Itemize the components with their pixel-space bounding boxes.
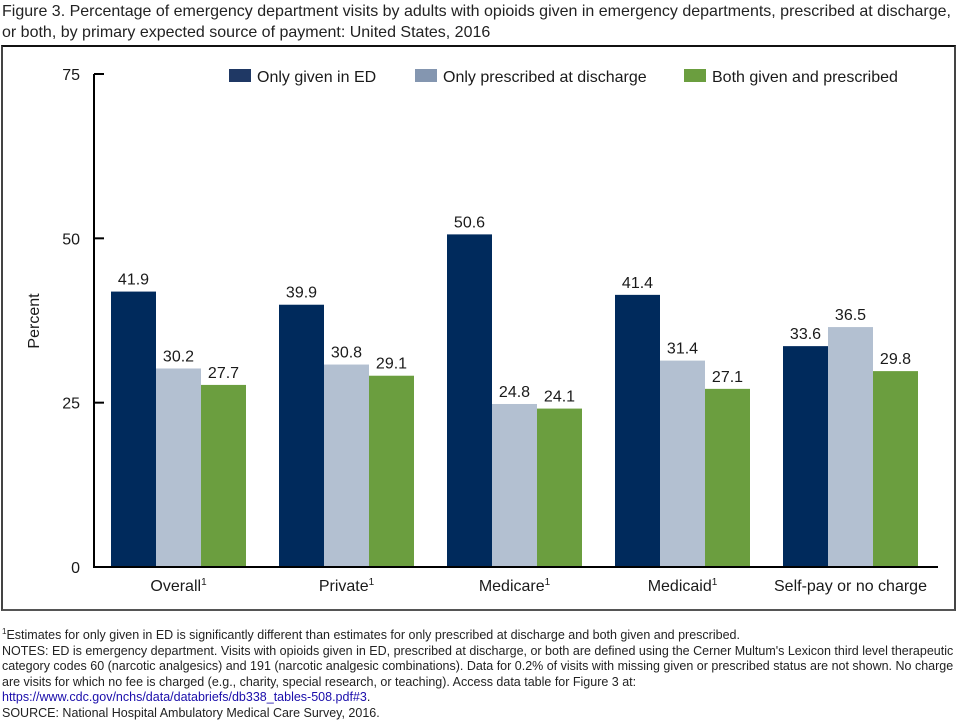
legend-swatch	[684, 69, 706, 82]
legend: Only given in ED Only prescribed at disch…	[229, 69, 898, 86]
legend-label: Both given and prescribed	[712, 69, 898, 86]
data-label: 30.8	[331, 345, 362, 362]
x-tick-label: Overall1	[150, 577, 207, 595]
footnotes: 1Estimates for only given in ED is signi…	[2, 624, 958, 721]
bar	[111, 291, 156, 566]
bar	[660, 360, 705, 566]
bars	[111, 234, 918, 566]
bar	[705, 388, 750, 566]
bar	[828, 327, 873, 566]
figure-title: Figure 3. Percentage of emergency depart…	[2, 3, 951, 41]
bar	[783, 346, 828, 566]
y-tick-label: 25	[62, 396, 80, 413]
legend-swatch	[229, 69, 251, 82]
bar	[492, 403, 537, 566]
data-label: 27.1	[712, 369, 743, 386]
chart-frame	[1, 45, 956, 611]
y-tick-label: 0	[71, 560, 80, 577]
footnote-1: 1Estimates for only given in ED is signi…	[2, 624, 958, 644]
data-label: 29.8	[880, 351, 911, 368]
data-label: 27.7	[208, 365, 239, 382]
data-label: 33.6	[790, 326, 821, 343]
legend-label: Only prescribed at discharge	[443, 69, 647, 86]
data-labels: 41.9 30.2 27.7 39.9 30.8 29.1 50.6 24.8 24.1 41.4…	[118, 214, 911, 405]
bar	[324, 364, 369, 566]
bar	[201, 384, 246, 566]
bar	[615, 294, 660, 566]
x-tick-label: Medicaid1	[648, 577, 718, 595]
bar	[279, 304, 324, 566]
data-table-link[interactable]: https://www.cdc.gov/nchs/data/databriefs…	[2, 690, 367, 705]
data-label: 41.9	[118, 272, 149, 289]
data-label: 31.4	[667, 341, 698, 358]
data-label: 36.5	[835, 307, 866, 324]
x-tick-label: Medicare1	[479, 577, 551, 595]
bar-chart: 0 25 50 75 Percent Overall1 Private1 Medicare1 M…	[26, 67, 938, 595]
notes-text: NOTES: ED is emergency department. Visit…	[2, 644, 958, 706]
data-label: 30.2	[163, 348, 194, 365]
source-text: SOURCE: National Hospital Ambulatory Med…	[2, 705, 380, 720]
data-label: 39.9	[286, 285, 317, 302]
data-label: 29.1	[376, 356, 407, 373]
x-tick-label: Private1	[319, 577, 375, 595]
legend-label: Only given in ED	[257, 69, 376, 86]
axes: 0 25 50 75 Percent Overall1 Private1 Medicare1 M…	[26, 67, 938, 595]
bar	[873, 371, 918, 566]
data-label: 24.8	[499, 384, 530, 401]
footnote-marker: 1	[2, 627, 7, 636]
legend-swatch	[415, 69, 437, 82]
bar	[537, 408, 582, 566]
y-tick-label: 50	[62, 231, 80, 248]
x-tick-label: Self-pay or no charge	[774, 578, 927, 595]
bar	[156, 368, 201, 566]
data-label: 50.6	[454, 214, 485, 231]
bar	[447, 234, 492, 566]
footnote-1-text: Estimates for only given in ED is signif…	[6, 628, 740, 643]
y-tick-label: 75	[62, 67, 80, 84]
data-label: 41.4	[622, 275, 653, 292]
bar	[369, 375, 414, 566]
notes-body: NOTES: ED is emergency department. Visit…	[2, 643, 954, 689]
y-axis-label: Percent	[26, 293, 43, 349]
data-label: 24.1	[544, 389, 575, 406]
link-suffix: .	[366, 690, 371, 705]
